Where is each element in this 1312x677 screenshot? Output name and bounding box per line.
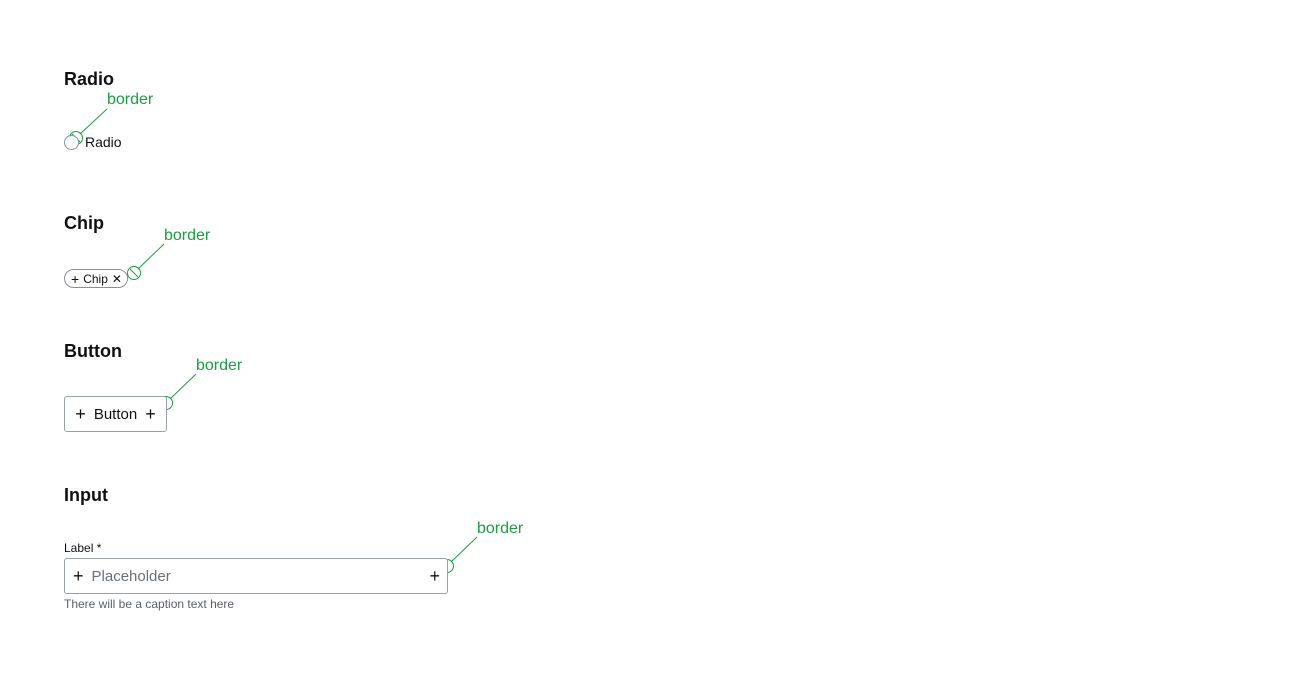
plus-icon: + [145,404,156,424]
chip-annotation-label: border [164,227,211,244]
radio-circle[interactable] [64,134,79,150]
button-annotation-label: border [196,357,243,374]
plus-icon: + [75,404,86,424]
chip-section-title: Chip [64,213,104,233]
radio-label[interactable]: Radio [85,134,122,150]
input-label: Label * [64,541,102,555]
plus-icon[interactable]: + [429,566,440,586]
input-section-title: Input [64,485,108,505]
button-label: Button [93,405,138,423]
chip-label: Chip [83,271,108,286]
button[interactable]: + Button + [64,396,167,432]
input-field[interactable] [89,566,430,586]
input-annotation-label: border [477,520,524,537]
plus-icon: + [71,270,80,287]
radio-section-title: Radio [64,69,115,89]
button-section-title: Button [64,341,122,361]
chip-border-annotation [127,243,165,280]
input-container[interactable]: + + [64,558,448,594]
radio-annotation-label: border [107,91,154,108]
input-caption: There will be a caption text here [64,597,235,611]
plus-icon[interactable]: + [73,566,84,586]
chip[interactable]: + Chip ✕ [64,269,128,288]
radio-option[interactable]: Radio [64,132,122,152]
close-icon[interactable]: ✕ [111,271,122,286]
